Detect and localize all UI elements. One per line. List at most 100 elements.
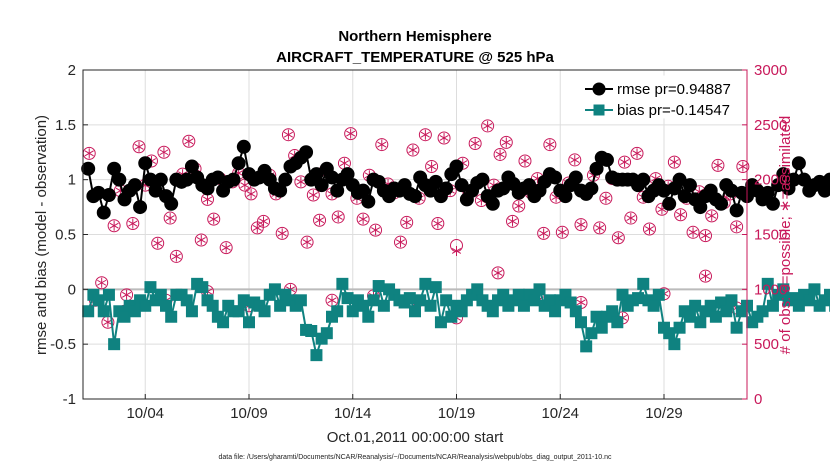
rmse-marker <box>485 196 500 211</box>
obs-assimilated-marker <box>700 230 711 241</box>
bias-marker <box>185 305 198 318</box>
obs-assimilated-marker <box>539 228 549 239</box>
legend: rmse pr=0.94887 bias pr=-0.14547 <box>579 75 743 119</box>
obs-possible-marker <box>344 127 358 141</box>
bias-marker <box>434 316 447 329</box>
obs-possible-marker <box>331 210 345 224</box>
bias-marker <box>652 288 665 301</box>
data-file-footnote: data file: /Users/gharamti/Documents/NCA… <box>218 454 612 461</box>
obs-assimilated-marker <box>202 194 213 205</box>
obs-assimilated-marker <box>427 161 437 172</box>
bias-marker <box>595 321 608 334</box>
bias-marker <box>585 327 598 340</box>
y-right-tick-label: 500 <box>754 336 779 353</box>
rmse-marker <box>791 156 806 171</box>
obs-assimilated-marker <box>333 211 343 222</box>
y-axis-right: 0 500 1000 1500 2000 2500 3000 <box>742 62 787 408</box>
obs-assimilated-marker <box>700 271 711 282</box>
bias-marker <box>808 283 821 296</box>
obs-possible-marker <box>642 222 656 236</box>
obs-possible-marker <box>375 138 389 152</box>
obs-assimilated-marker <box>595 222 605 233</box>
rmse-marker <box>231 156 246 171</box>
obs-assimilated-marker <box>240 180 250 191</box>
bias-marker <box>346 305 359 318</box>
bias-marker <box>144 281 157 294</box>
obs-possible-marker <box>244 187 258 201</box>
bias-marker <box>294 294 307 307</box>
obs-assimilated-marker <box>557 227 567 238</box>
rmse-marker <box>714 196 729 211</box>
obs-possible-marker <box>393 235 407 249</box>
obs-possible-marker <box>611 231 625 245</box>
x-axis: 10/04 10/09 10/14 10/19 10/24 10/29 <box>126 394 683 422</box>
chart-subtitle: AIRCRAFT_TEMPERATURE @ 525 hPa <box>276 49 554 66</box>
rmse-marker <box>439 181 454 196</box>
bias-marker <box>663 327 676 340</box>
obs-possible-marker <box>674 208 688 222</box>
obs-possible-marker <box>281 128 295 142</box>
y-left-tick-label: 2 <box>68 62 76 79</box>
rmse-marker <box>133 200 148 215</box>
bias-marker <box>632 292 645 305</box>
bias-marker <box>217 316 230 329</box>
y-right-tick-label: 3000 <box>754 62 787 79</box>
bias-marker <box>336 277 349 290</box>
obs-possible-marker <box>468 136 482 150</box>
x-axis-label: Oct.01,2011 00:00:00 start <box>327 429 504 446</box>
bias-marker <box>258 305 271 318</box>
rmse-marker <box>112 172 127 187</box>
bias-marker <box>414 294 427 307</box>
obs-possible-marker <box>711 158 725 172</box>
y-left-tick-label: 0.5 <box>55 227 76 244</box>
rmse-marker <box>299 145 314 160</box>
rmse-marker <box>164 196 179 211</box>
x-tick-label: 10/09 <box>230 405 268 422</box>
bias-marker <box>128 305 141 318</box>
obs-possible-marker <box>630 146 644 160</box>
bias-marker <box>180 294 193 307</box>
obs-possible-marker <box>369 223 383 237</box>
rmse-marker <box>138 156 153 171</box>
obs-assimilated-marker <box>501 137 511 148</box>
bias-marker <box>689 299 702 312</box>
obs-assimilated-marker <box>327 295 337 306</box>
obs-assimilated-marker <box>370 225 381 236</box>
obs-assimilated-marker <box>619 157 630 168</box>
bias-marker <box>611 316 624 329</box>
rmse-marker <box>449 159 464 174</box>
obs-possible-marker <box>491 266 505 280</box>
obs-assimilated-marker <box>165 213 175 224</box>
bias-marker <box>761 277 774 290</box>
bias-marker <box>139 299 152 312</box>
rmse-marker <box>584 181 599 196</box>
bias-marker <box>102 288 115 301</box>
obs-assimilated-marker <box>252 222 262 233</box>
obs-assimilated-marker <box>626 213 636 224</box>
rmse-marker <box>314 178 329 193</box>
obs-possible-marker <box>257 214 271 228</box>
obs-assimilated-marker <box>209 214 219 225</box>
obs-possible-marker <box>518 154 532 168</box>
obs-possible-marker <box>418 128 432 142</box>
obs-possible-marker <box>207 212 221 226</box>
bias-marker <box>268 283 281 296</box>
obs-possible-marker <box>163 211 177 225</box>
obs-possible-marker <box>437 131 451 145</box>
obs-possible-marker <box>537 226 551 240</box>
obs-possible-marker <box>699 269 712 283</box>
bias-marker <box>206 299 219 312</box>
obs-assimilated-marker <box>451 245 462 256</box>
obs-possible-marker <box>506 214 520 228</box>
legend-bias-label: bias pr=-0.14547 <box>617 102 730 119</box>
bias-marker <box>97 305 110 318</box>
obs-assimilated-marker <box>109 220 119 231</box>
bias-marker <box>533 283 546 296</box>
obs-possible-marker <box>169 249 183 263</box>
rmse-marker <box>236 139 251 154</box>
obs-possible-marker <box>493 147 507 161</box>
bias-marker <box>668 338 681 351</box>
obs-assimilated-marker <box>296 176 306 187</box>
y-right-tick-label: 2000 <box>754 172 787 189</box>
obs-assimilated-marker <box>97 277 107 288</box>
